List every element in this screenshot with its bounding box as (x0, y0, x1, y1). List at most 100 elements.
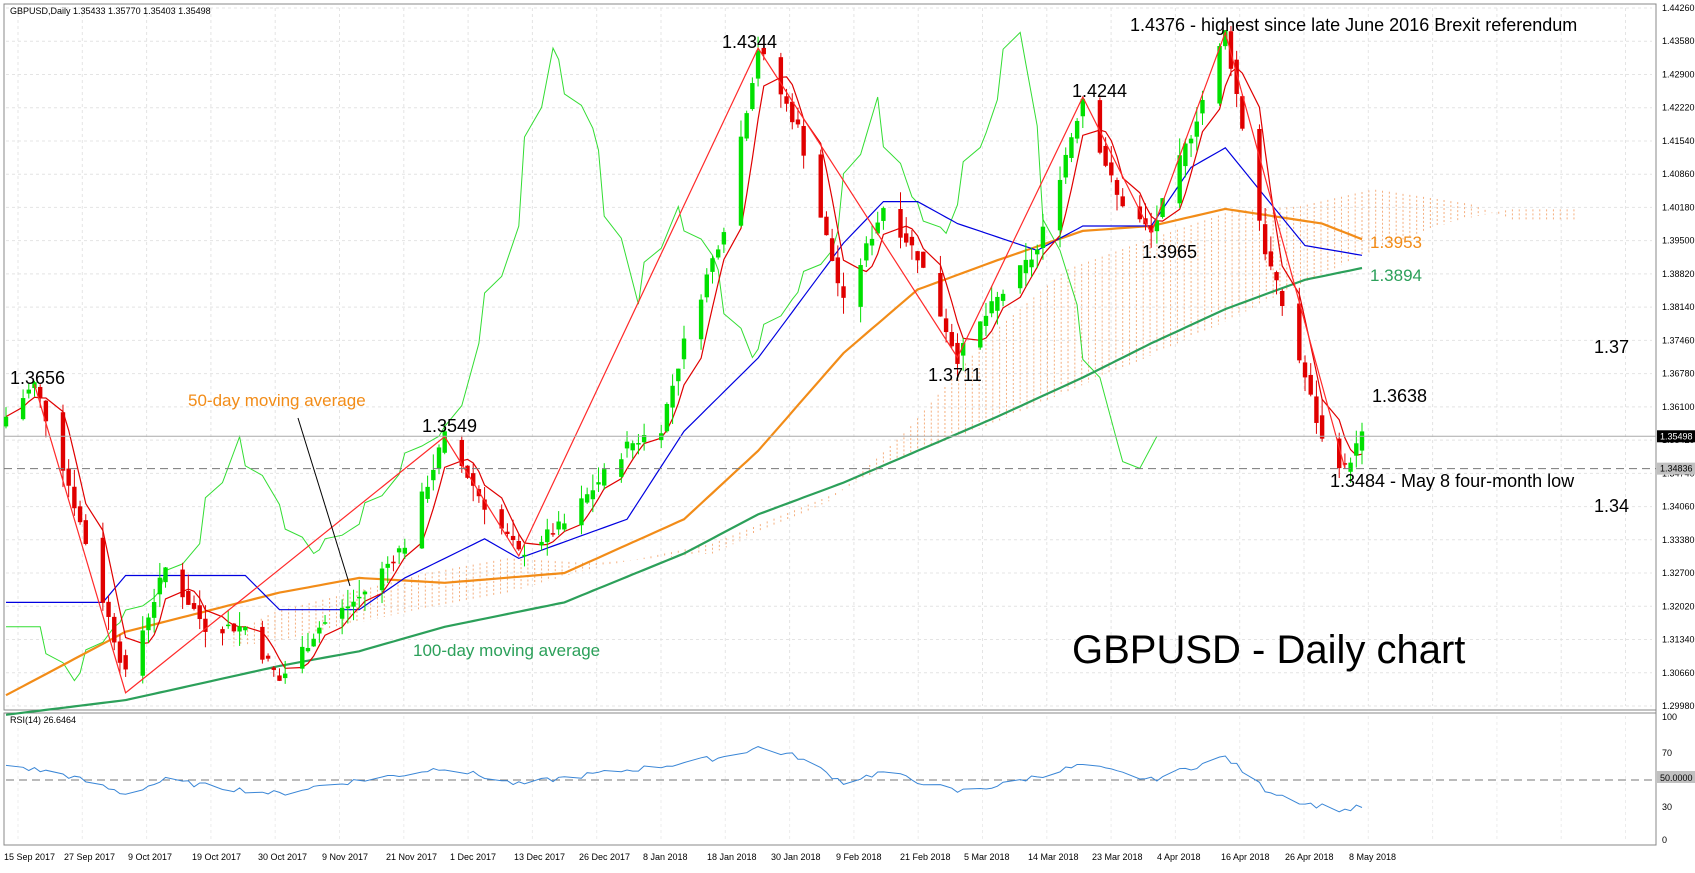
candle-body (710, 258, 715, 272)
candle-body (203, 618, 208, 632)
candle-body (112, 616, 117, 643)
zigzag-line (33, 30, 1346, 694)
date-label: 16 Apr 2018 (1221, 852, 1270, 862)
candle-body (26, 389, 31, 394)
price-tick: 1.34060 (1662, 502, 1695, 512)
candle-body (385, 563, 390, 568)
candle-body (419, 491, 425, 549)
candle-body (949, 332, 954, 347)
candle-body (271, 667, 276, 670)
candle-body (1359, 431, 1365, 451)
candle-body (983, 315, 989, 326)
candle-body (1262, 224, 1268, 255)
candle-body (431, 469, 436, 481)
candle-body (277, 675, 282, 681)
candle-body (869, 238, 875, 246)
candle-body (117, 641, 123, 663)
low-13484-label: 1.3484 - May 8 four-month low (1330, 471, 1575, 491)
candle-body (197, 605, 202, 620)
date-label: 21 Nov 2017 (386, 852, 437, 862)
candle-body (459, 439, 464, 467)
candle-body (1228, 31, 1234, 69)
candle-body (357, 596, 362, 599)
date-label: 4 Apr 2018 (1157, 852, 1201, 862)
candle-body (345, 606, 351, 609)
date-label: 9 Oct 2017 (128, 852, 172, 862)
candle-body (1160, 198, 1165, 218)
candle-body (1354, 443, 1359, 456)
candle-body (163, 567, 168, 583)
candle-body (66, 468, 71, 486)
ma100-label: 100-day moving average (413, 641, 600, 660)
candle-body (505, 531, 510, 535)
candle-body (3, 416, 9, 427)
candle-body (470, 473, 476, 486)
price-axis: 1.44260 1.43580 1.42900 1.42220 1.41540 … (1662, 3, 1695, 711)
candle-body (1348, 462, 1353, 472)
candle-body (510, 535, 516, 541)
candle-body (499, 509, 504, 529)
candle-body (1074, 120, 1080, 139)
candle-body (829, 238, 835, 261)
price-tick: 1.40180 (1662, 202, 1695, 212)
candle-body (180, 569, 185, 598)
ma50-label: 50-day moving average (188, 391, 366, 410)
candle-body (841, 286, 846, 298)
candle-body (721, 232, 727, 245)
date-label: 15 Sep 2017 (4, 852, 55, 862)
candle-body (1223, 30, 1228, 47)
low-13965-label: 1.3965 (1142, 242, 1197, 262)
candle-body (790, 101, 795, 123)
candle-body (1337, 438, 1342, 469)
candle-body (664, 403, 670, 432)
candle-body (1080, 99, 1086, 117)
low-13711-label: 1.3711 (928, 365, 982, 385)
rsi-tick: 100 (1662, 712, 1677, 722)
candle-body (522, 554, 527, 557)
zigzag-lines (33, 30, 1346, 694)
candle-body (1297, 303, 1302, 361)
candle-body (146, 617, 151, 631)
current-price-box (1657, 430, 1695, 443)
candle-body (545, 529, 550, 543)
candle-body (909, 236, 915, 246)
candle-body (641, 435, 647, 443)
candle-body (1000, 293, 1006, 301)
candle-body (123, 655, 128, 670)
peak-14344-label: 1.4344 (722, 32, 777, 52)
candle-body (1280, 290, 1285, 307)
candle-body (881, 208, 886, 221)
candle-body (755, 50, 761, 79)
candle-body (761, 47, 766, 55)
ma50-value-label: 1.3953 (1370, 233, 1422, 252)
rsi-tick: 70 (1662, 748, 1672, 758)
price-tick: 1.29980 (1662, 701, 1695, 711)
candle-body (943, 318, 949, 333)
rsi-line (5, 746, 1363, 813)
candle-body (1114, 180, 1120, 195)
date-label: 9 Feb 2018 (836, 852, 882, 862)
price-tick: 1.40860 (1662, 169, 1695, 179)
candle-body (584, 494, 590, 503)
date-label: 9 Nov 2017 (322, 852, 368, 862)
peak-13549-label: 1.3549 (422, 416, 477, 436)
candle-body (921, 251, 926, 268)
ma100-line (5, 266, 1363, 716)
price-panel-frame (3, 3, 1657, 711)
date-label: 21 Feb 2018 (900, 852, 951, 862)
candle-body (898, 209, 903, 238)
candle-body (300, 646, 305, 669)
candle-body (778, 57, 784, 95)
price-tick: 1.32700 (1662, 568, 1695, 578)
date-label: 26 Apr 2018 (1285, 852, 1334, 862)
candle-body (579, 498, 584, 526)
candle-body (1274, 272, 1279, 281)
candle-body (226, 624, 231, 627)
ma100-value-label: 1.3894 (1370, 266, 1422, 285)
candle-body (237, 626, 242, 632)
peak-14244-label: 1.4244 (1072, 81, 1127, 101)
candle-body (1240, 96, 1245, 129)
date-label: 19 Oct 2017 (192, 852, 241, 862)
date-label: 8 Jan 2018 (643, 852, 688, 862)
